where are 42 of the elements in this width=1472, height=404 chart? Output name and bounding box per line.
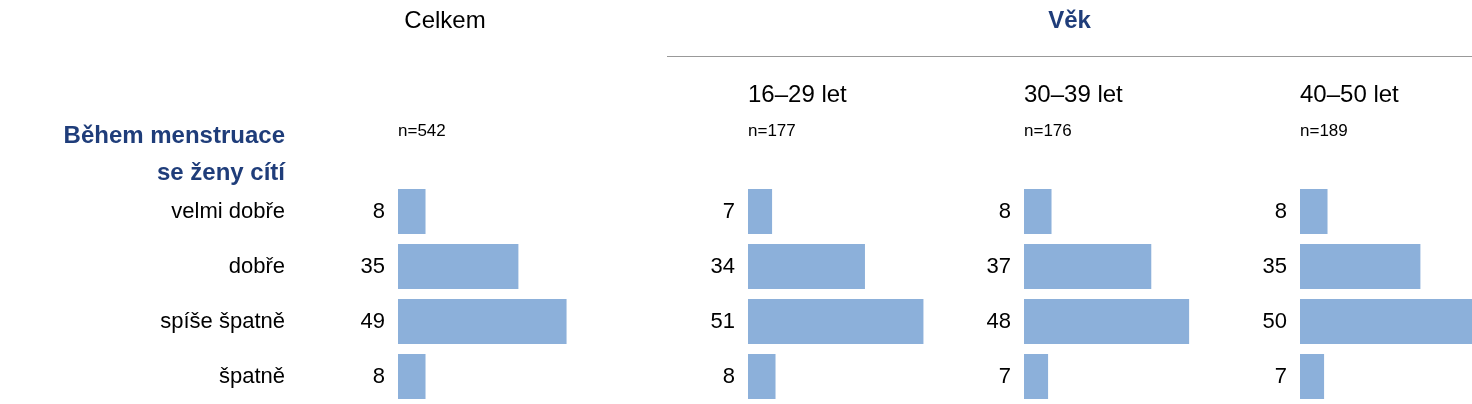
chart-subtitle: n=189	[1300, 121, 1348, 141]
chart-subtitle: n=176	[1024, 121, 1072, 141]
data-label: 8	[372, 362, 385, 388]
data-label: 7	[722, 197, 735, 223]
bar	[1024, 298, 1190, 345]
chart-title: 40–50 let	[1300, 80, 1399, 108]
data-label: 50	[1262, 307, 1287, 333]
data-label: 35	[360, 252, 385, 278]
bar	[748, 243, 865, 290]
chart-subtitle: n=177	[748, 121, 796, 141]
bar	[1024, 188, 1052, 235]
data-label: 34	[710, 252, 735, 278]
y-tick-label: dobře	[228, 252, 285, 278]
y-axis-title: Během menstruace se ženy cítí	[62, 120, 285, 187]
chart-title: Celkem	[403, 6, 487, 34]
data-label: 49	[360, 307, 385, 333]
data-label: 48	[986, 307, 1011, 333]
bar	[1300, 243, 1421, 290]
bar	[1024, 243, 1152, 290]
data-label: 8	[722, 362, 735, 388]
data-label: 8	[1274, 197, 1287, 223]
data-label: 8	[372, 197, 385, 223]
data-label: 7	[1274, 362, 1287, 388]
bar	[1300, 188, 1328, 235]
y-tick-label: špatně	[218, 362, 285, 388]
bar	[748, 188, 773, 235]
data-label: 8	[998, 197, 1011, 223]
y-tick-label: spíše špatně	[160, 307, 285, 333]
data-label: 7	[998, 362, 1011, 388]
bar	[1024, 353, 1049, 400]
bar	[1300, 298, 1472, 345]
chart-title: 16–29 let	[748, 80, 847, 108]
chart-title: 30–39 let	[1024, 80, 1123, 108]
bar	[748, 353, 776, 400]
bar	[748, 298, 924, 345]
data-label: 37	[986, 252, 1011, 278]
data-label: 51	[710, 307, 735, 333]
chart-subtitle: n=542	[398, 121, 446, 141]
y-tick-label: velmi dobře	[171, 197, 285, 223]
data-label: 35	[1262, 252, 1287, 278]
bar	[1300, 353, 1325, 400]
text: Věk	[1047, 6, 1092, 34]
